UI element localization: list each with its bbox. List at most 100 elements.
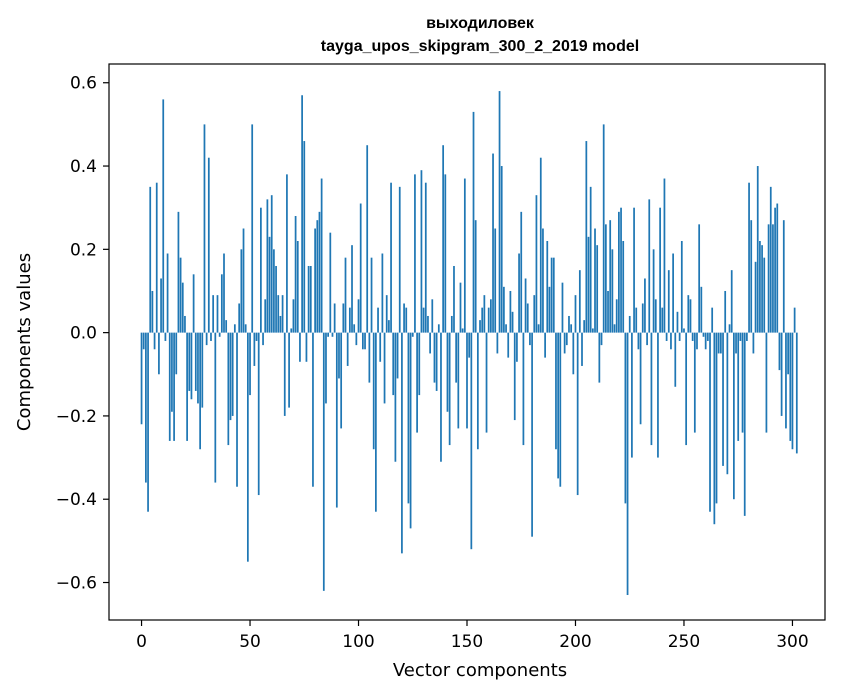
bar-197	[568, 315, 570, 333]
bar-273	[733, 332, 735, 500]
bar-150	[466, 332, 468, 429]
bar-107	[372, 332, 375, 450]
bar-286	[761, 245, 763, 333]
bar-296	[782, 220, 785, 333]
x-tick-label: 250	[668, 632, 700, 652]
bar-30	[205, 332, 208, 346]
bar-56	[262, 332, 264, 346]
y-tick-label: 0.0	[70, 324, 97, 344]
bar-54	[257, 332, 260, 496]
bar-22	[188, 332, 191, 391]
bar-160	[487, 307, 490, 333]
bar-256	[696, 332, 698, 350]
bar-101	[359, 203, 362, 333]
bar-137	[437, 324, 440, 333]
x-tick-label: 100	[342, 632, 374, 652]
bar-105	[368, 332, 371, 383]
x-axis-label: Vector components	[393, 660, 567, 681]
bar-244	[670, 332, 672, 350]
bar-189	[550, 257, 553, 333]
bar-279	[746, 332, 748, 341]
bar-170	[509, 290, 512, 333]
bar-178	[526, 303, 529, 333]
bar-12	[166, 253, 169, 333]
bar-35	[216, 295, 219, 333]
bar-18	[179, 257, 182, 333]
bar-274	[735, 332, 737, 354]
bar-73	[299, 332, 301, 362]
bar-136	[435, 332, 438, 391]
bar-191	[555, 332, 557, 450]
bar-289	[767, 224, 770, 333]
bar-193	[559, 332, 562, 487]
bar-288	[765, 332, 768, 433]
bar-125	[411, 332, 414, 337]
bar-80	[314, 228, 316, 333]
bar-60	[270, 195, 273, 333]
bar-128	[418, 332, 421, 396]
bar-270	[726, 332, 729, 475]
bar-70	[292, 299, 295, 333]
bar-262	[709, 332, 711, 512]
bar-121	[403, 303, 405, 333]
bar-147	[459, 282, 462, 333]
bar-50	[249, 332, 251, 396]
bar-83	[320, 178, 323, 333]
bar-201	[576, 332, 579, 496]
bar-134	[431, 299, 434, 333]
bar-93	[342, 303, 345, 333]
bar-109	[377, 307, 379, 333]
bar-172	[513, 332, 516, 421]
bar-300	[791, 332, 794, 450]
chart-subtitle: tayga_upos_skipgram_300_2_2019 model	[321, 38, 639, 55]
x-tick-label: 300	[776, 632, 808, 652]
bar-282	[752, 332, 755, 354]
bar-295	[780, 332, 783, 416]
bar-139	[442, 145, 445, 333]
bar-200	[574, 295, 577, 333]
bar-89	[333, 303, 336, 333]
bar-301	[793, 307, 796, 333]
bar-15	[173, 332, 175, 441]
bar-95	[346, 332, 349, 366]
y-tick-label: −0.6	[56, 574, 97, 594]
bar-79	[312, 332, 314, 487]
bar-240	[661, 307, 664, 333]
bar-213	[602, 124, 605, 333]
bar-297	[785, 332, 787, 429]
x-tick-label: 150	[451, 632, 483, 652]
bar-252	[687, 295, 690, 333]
bar-53	[255, 332, 258, 341]
bar-98	[353, 324, 356, 333]
bar-102	[361, 332, 364, 350]
bar-269	[724, 290, 727, 333]
bar-237	[654, 299, 657, 333]
bar-43	[233, 324, 236, 333]
bar-222	[622, 241, 625, 333]
bar-221	[620, 207, 622, 333]
bar-65	[281, 295, 284, 333]
bar-255	[693, 332, 696, 433]
bar-84	[322, 332, 325, 591]
bar-299	[789, 332, 792, 441]
bar-236	[652, 249, 655, 333]
bar-72	[296, 241, 299, 333]
bar-209	[594, 228, 596, 333]
bar-55	[260, 207, 262, 333]
bar-220	[618, 211, 620, 333]
bar-76	[305, 332, 308, 362]
bar-167	[503, 286, 505, 333]
bar-149	[463, 178, 466, 333]
bar-266	[717, 332, 720, 354]
bar-219	[615, 299, 618, 333]
bar-88	[331, 332, 334, 337]
bar-195	[563, 332, 566, 354]
bar-103	[364, 332, 366, 350]
bar-187	[546, 241, 549, 333]
bar-119	[398, 186, 401, 333]
bar-157	[481, 307, 484, 333]
bar-112	[383, 332, 386, 404]
bar-132	[427, 315, 429, 333]
bar-32	[210, 332, 212, 341]
bar-124	[409, 332, 412, 529]
